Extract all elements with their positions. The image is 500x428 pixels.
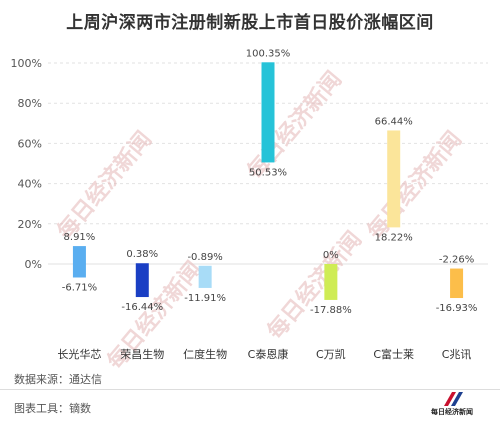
- high-label: 8.91%: [64, 232, 96, 243]
- data-source: 数据来源：通达信: [14, 373, 102, 386]
- y-tick-label: 20%: [18, 218, 42, 231]
- category-label: 仁度生物: [183, 347, 227, 361]
- chart-title: 上周沪深两市注册制新股上市首日股价涨幅区间: [66, 13, 434, 33]
- low-label: 18.22%: [375, 232, 413, 243]
- footer-divider: [0, 389, 500, 390]
- range-bar: [324, 264, 338, 300]
- high-label: 0.38%: [126, 249, 158, 260]
- high-label: 0%: [323, 250, 339, 261]
- chart-tool: 图表工具：镝数: [14, 402, 91, 415]
- y-tick-label: 40%: [18, 178, 42, 191]
- low-label: -16.93%: [436, 303, 478, 314]
- range-bar: [198, 265, 212, 288]
- range-bar: [135, 263, 149, 298]
- y-tick-label: 0%: [25, 258, 42, 271]
- range-bar: [450, 268, 464, 299]
- data-labels: 8.91% -6.71% 0.38% -16.44% -0.89% -11.91% 100.…: [62, 48, 478, 316]
- low-label: 50.53%: [249, 167, 287, 178]
- x-axis: 长光华芯 荣昌生物 仁度生物 C泰恩康 C万凯 C富士莱 C兆讯: [57, 347, 471, 361]
- y-axis: 100% 80% 60% 40% 20% 0%: [11, 57, 42, 271]
- logo-text: 每日经济新闻: [431, 408, 473, 416]
- range-bar: [387, 130, 401, 228]
- high-label: -2.26%: [439, 255, 474, 266]
- range-bar: [261, 62, 275, 163]
- low-label: -17.88%: [310, 305, 352, 316]
- y-tick-label: 60%: [18, 137, 42, 150]
- logo-icon: [444, 392, 463, 406]
- high-label: 100.35%: [246, 48, 291, 59]
- low-label: -6.71%: [62, 282, 97, 293]
- category-label: C万凯: [316, 348, 346, 361]
- high-label: -0.89%: [187, 252, 222, 263]
- range-bar: [72, 246, 86, 278]
- category-label: C兆讯: [442, 348, 472, 361]
- logo: 每日经济新闻: [418, 391, 486, 421]
- low-label: -11.91%: [184, 293, 226, 304]
- category-label: C富士莱: [373, 347, 414, 361]
- category-label: C泰恩康: [248, 347, 289, 361]
- grid-lines: [48, 62, 488, 265]
- category-label: 荣昌生物: [120, 347, 164, 361]
- y-tick-label: 100%: [11, 57, 42, 70]
- watermark: 每日经济新闻: [362, 127, 467, 245]
- watermark: 每日经济新闻: [52, 127, 157, 245]
- bars: [72, 62, 464, 300]
- category-label: 长光华芯: [57, 347, 101, 361]
- low-label: -16.44%: [121, 302, 163, 313]
- watermark: 每日经济新闻: [262, 227, 367, 345]
- y-tick-label: 80%: [18, 97, 42, 110]
- high-label: 66.44%: [375, 116, 413, 127]
